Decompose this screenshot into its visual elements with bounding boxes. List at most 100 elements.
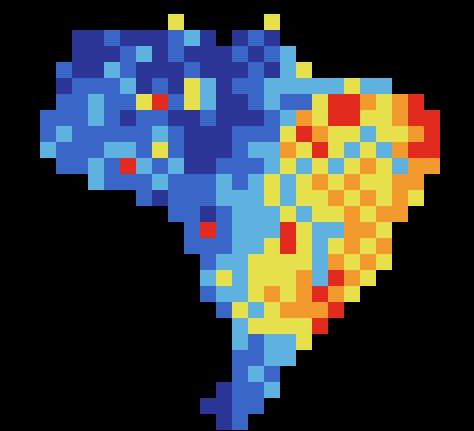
heat-cell	[296, 254, 312, 270]
heat-cell	[312, 254, 328, 270]
heat-cell	[232, 222, 248, 238]
heat-cell	[152, 142, 168, 158]
heat-cell	[232, 382, 248, 398]
heat-cell	[280, 350, 296, 366]
heat-cell	[424, 110, 440, 126]
heat-cell	[88, 174, 104, 190]
heat-cell	[200, 398, 216, 414]
heat-cell	[264, 206, 280, 222]
heat-cell	[232, 366, 248, 382]
heat-cell	[408, 110, 424, 126]
heat-cell	[248, 94, 264, 110]
heat-cell	[168, 94, 184, 110]
heat-cell	[264, 382, 280, 398]
heat-cell	[264, 62, 280, 78]
heat-cell	[104, 142, 120, 158]
heat-cell	[376, 174, 392, 190]
heat-cell	[328, 110, 344, 126]
heat-cell	[72, 30, 88, 46]
heat-cell	[424, 142, 440, 158]
heat-cell	[88, 78, 104, 94]
heat-cell	[216, 62, 232, 78]
heat-cell	[152, 174, 168, 190]
heat-cell	[184, 238, 200, 254]
heat-cell	[328, 270, 344, 286]
heat-cell	[232, 94, 248, 110]
heat-cell	[312, 142, 328, 158]
heat-cell	[72, 158, 88, 174]
heat-cell	[136, 126, 152, 142]
heat-cell	[280, 94, 296, 110]
heat-cell	[328, 78, 344, 94]
heat-cell	[376, 126, 392, 142]
heat-cell	[360, 110, 376, 126]
heat-cell	[104, 158, 120, 174]
heat-cell	[296, 78, 312, 94]
heat-cell	[152, 30, 168, 46]
heatmap-cells	[40, 14, 440, 430]
heat-cell	[200, 254, 216, 270]
heat-cell	[360, 238, 376, 254]
heat-cell	[216, 286, 232, 302]
heat-cell	[328, 158, 344, 174]
heat-cell	[312, 174, 328, 190]
heat-cell	[248, 350, 264, 366]
heat-cell	[56, 142, 72, 158]
heat-cell	[184, 174, 200, 190]
heat-cell	[200, 46, 216, 62]
heat-cell	[280, 238, 296, 254]
heat-cell	[216, 174, 232, 190]
heat-cell	[184, 222, 200, 238]
heat-cell	[200, 190, 216, 206]
heat-cell	[328, 222, 344, 238]
heat-cell	[56, 78, 72, 94]
heat-cell	[264, 126, 280, 142]
heat-cell	[328, 190, 344, 206]
heat-cell	[280, 270, 296, 286]
heat-cell	[328, 206, 344, 222]
heat-cell	[264, 334, 280, 350]
heat-cell	[136, 158, 152, 174]
heat-cell	[264, 286, 280, 302]
heat-cell	[264, 30, 280, 46]
heat-cell	[56, 126, 72, 142]
heat-cell	[296, 334, 312, 350]
heat-cell	[296, 94, 312, 110]
heat-cell	[264, 238, 280, 254]
heat-cell	[184, 110, 200, 126]
heat-cell	[136, 46, 152, 62]
heat-cell	[216, 190, 232, 206]
heat-cell	[296, 318, 312, 334]
heat-cell	[232, 414, 248, 430]
heat-cell	[248, 302, 264, 318]
heat-cell	[408, 174, 424, 190]
heat-cell	[152, 94, 168, 110]
heat-cell	[328, 286, 344, 302]
heat-cell	[344, 110, 360, 126]
heat-cell	[328, 94, 344, 110]
heat-cell	[88, 94, 104, 110]
heat-cell	[216, 142, 232, 158]
heat-cell	[264, 14, 280, 30]
heat-cell	[392, 158, 408, 174]
heat-cell	[168, 190, 184, 206]
heat-cell	[344, 78, 360, 94]
heat-cell	[184, 190, 200, 206]
heat-cell	[232, 238, 248, 254]
heat-cell	[296, 286, 312, 302]
heat-cell	[136, 190, 152, 206]
heat-cell	[376, 206, 392, 222]
heat-cell	[216, 302, 232, 318]
heat-cell	[232, 350, 248, 366]
heat-cell	[184, 158, 200, 174]
heat-cell	[200, 206, 216, 222]
heat-cell	[328, 238, 344, 254]
heat-cell	[120, 62, 136, 78]
heat-cell	[408, 126, 424, 142]
heat-cell	[296, 206, 312, 222]
heat-cell	[120, 46, 136, 62]
heat-cell	[216, 270, 232, 286]
heat-cell	[376, 78, 392, 94]
heat-cell	[40, 126, 56, 142]
heat-cell	[328, 174, 344, 190]
